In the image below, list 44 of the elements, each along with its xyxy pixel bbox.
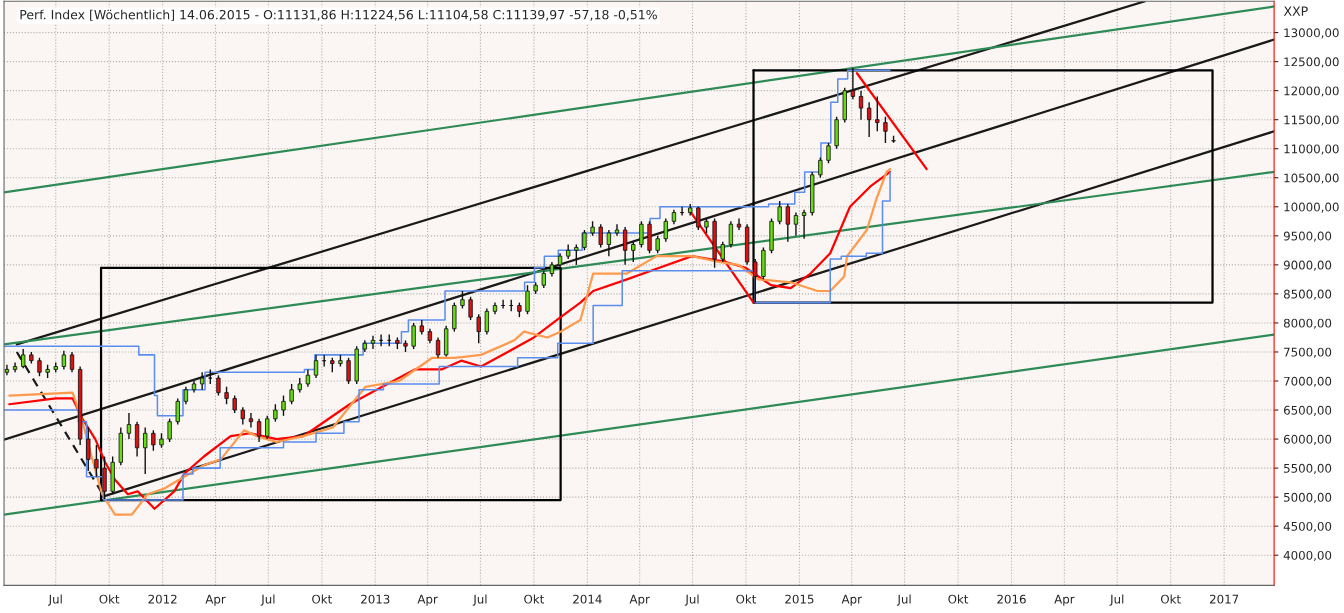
y-tick-label: 8500,00 — [1283, 289, 1332, 300]
x-tick-label: 2012 — [148, 594, 177, 604]
y-tick-label: 10500,00 — [1284, 173, 1339, 184]
y-tick-label: 10000,00 — [1284, 202, 1339, 213]
y-tick-label: 4500,00 — [1283, 521, 1332, 533]
x-tick-label: Okt — [948, 594, 969, 604]
y-tick-label: 7500,00 — [1284, 347, 1332, 358]
y-tick-label: 11000,00 — [1284, 144, 1339, 155]
x-tick-label: Apr — [417, 594, 438, 606]
y-tick-label: 11500,00 — [1284, 115, 1339, 126]
x-tick-label: Okt — [99, 594, 120, 604]
x-tick-label: Apr — [205, 594, 226, 606]
text: XXP — [1283, 6, 1308, 16]
x-tick-label: Jul — [260, 594, 275, 606]
x-tick-label: Okt — [524, 594, 545, 604]
x-tick-label: Apr — [1054, 594, 1075, 606]
x-tick-label: Jul — [472, 594, 487, 606]
y-tick-label: 12000,00 — [1284, 86, 1339, 97]
x-tick-label: Apr — [841, 594, 862, 606]
y-tick-label: 8000,00 — [1283, 318, 1332, 329]
x-tick-label: Jul — [896, 594, 911, 606]
x-tick-label: 2017 — [1209, 594, 1239, 604]
y-tick-label: 12500,00 — [1284, 57, 1339, 68]
x-tick-label: 2013 — [361, 594, 390, 604]
y-tick-label: 9500,00 — [1283, 231, 1332, 242]
x-tick-label: Jul — [48, 594, 62, 606]
x-tick-label: 2014 — [573, 594, 602, 604]
x-tick-label: 2016 — [997, 594, 1026, 604]
y-tick-label: 9000,00 — [1283, 260, 1332, 271]
x-tick-label: Okt — [736, 594, 757, 604]
y-tick-label: 6500,00 — [1283, 405, 1332, 416]
y-tick-label: 5500,00 — [1284, 463, 1332, 474]
text: Perf. Index [Wöchentlich] 14.06.2015 - O:11131,86 H:11224,56 L:11104,58 C:11139,97 -57,18 -0,51% — [20, 9, 657, 21]
y-tick-label: 4000,00 — [1283, 550, 1332, 562]
y-tick-label: 5000,00 — [1284, 492, 1332, 504]
x-tick-label: Jul — [1109, 594, 1124, 606]
x-tick-label: Okt — [312, 594, 332, 604]
x-tick-label: Jul — [684, 594, 699, 606]
x-tick-label: Apr — [629, 594, 650, 606]
x-tick-label: Okt — [1160, 594, 1181, 604]
x-tick-label: 2015 — [785, 594, 814, 604]
y-tick-label: 13000,00 — [1284, 28, 1339, 39]
y-tick-label: 6000,00 — [1283, 434, 1332, 445]
y-tick-label: 7000,00 — [1284, 376, 1332, 387]
